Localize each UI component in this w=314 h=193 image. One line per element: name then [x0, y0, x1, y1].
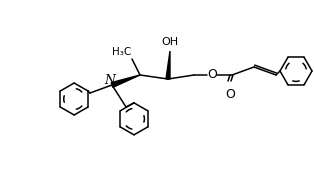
Text: H₃C: H₃C — [112, 47, 132, 57]
Text: O: O — [207, 69, 217, 81]
Text: N: N — [105, 74, 116, 87]
Text: O: O — [225, 89, 235, 102]
Polygon shape — [111, 75, 140, 87]
Polygon shape — [166, 51, 170, 79]
Text: OH: OH — [161, 37, 179, 47]
